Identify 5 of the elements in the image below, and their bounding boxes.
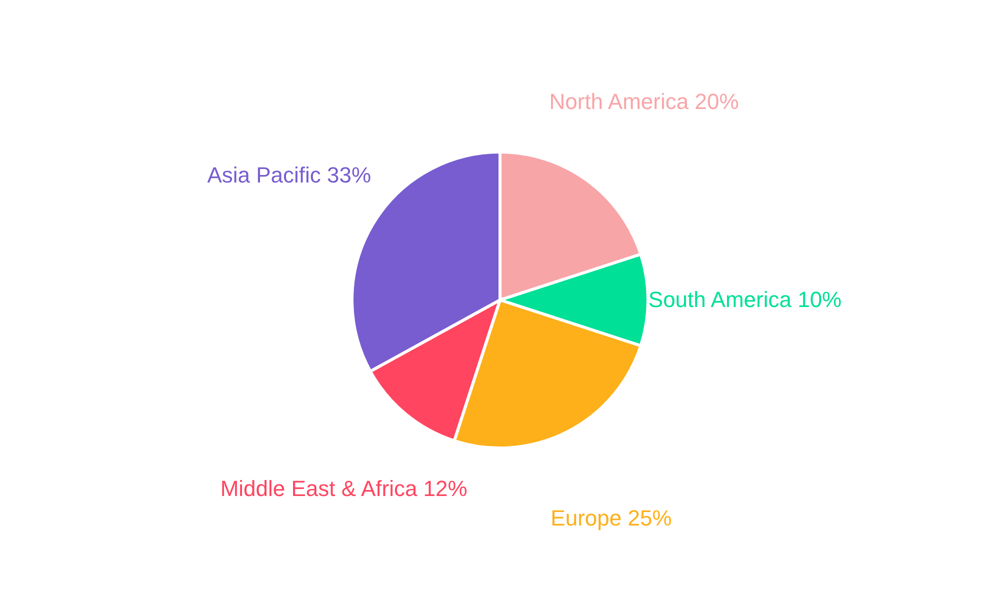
slice-label: South America 10% — [648, 287, 842, 312]
slice-label: Europe 25% — [550, 505, 672, 530]
slice-label: Asia Pacific 33% — [207, 162, 372, 188]
slice-label: North America 20% — [549, 88, 739, 114]
slice-label: Middle East & Africa 12% — [220, 476, 468, 501]
